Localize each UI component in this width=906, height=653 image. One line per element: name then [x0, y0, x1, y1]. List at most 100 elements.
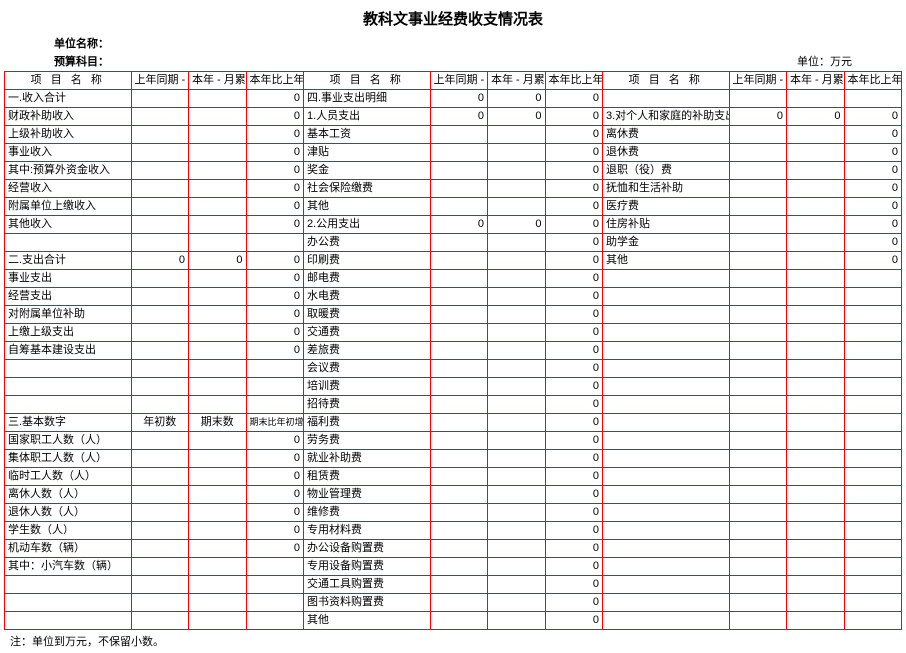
val-curr	[488, 558, 546, 576]
val-curr	[787, 144, 845, 162]
val-curr	[787, 288, 845, 306]
val-prev	[430, 162, 488, 180]
val-diff: 0	[246, 324, 304, 342]
item-name: 财政补助收入	[5, 108, 132, 126]
val-prev	[729, 558, 787, 576]
val-curr	[787, 198, 845, 216]
val-diff: 0	[545, 234, 603, 252]
table-row: 自筹基本建设支出0 差旅费0	[5, 342, 902, 360]
val-prev	[729, 234, 787, 252]
item-name: 社会保险缴费	[304, 180, 431, 198]
val-prev	[131, 504, 189, 522]
item-name: 对附属单位补助	[5, 306, 132, 324]
val-prev	[729, 594, 787, 612]
table-row: 其中：小汽车数（辆） 专用设备购置费0	[5, 558, 902, 576]
unit-name-label: 单位名称：	[54, 35, 109, 51]
val-prev	[131, 180, 189, 198]
val-curr	[787, 432, 845, 450]
val-prev	[729, 540, 787, 558]
val-curr	[787, 180, 845, 198]
val-diff: 期末比年初增减额	[246, 414, 304, 432]
val-prev	[729, 162, 787, 180]
val-curr	[189, 108, 247, 126]
item-name: 学生数（人）	[5, 522, 132, 540]
val-prev	[131, 576, 189, 594]
val-curr	[488, 450, 546, 468]
val-diff	[246, 594, 304, 612]
val-prev	[131, 216, 189, 234]
val-curr	[189, 270, 247, 288]
table-row: 二.支出合计000 印刷费0 其他0	[5, 252, 902, 270]
item-name: 专用设备购置费	[304, 558, 431, 576]
val-prev	[729, 468, 787, 486]
val-diff: 0	[545, 504, 603, 522]
item-name	[603, 270, 730, 288]
val-diff	[246, 558, 304, 576]
item-name: 维修费	[304, 504, 431, 522]
footer-note: 注：单位到万元，不保留小数。	[4, 630, 902, 649]
val-diff: 0	[545, 576, 603, 594]
val-diff: 0	[545, 198, 603, 216]
hdr-c1-1: 上年同期 - 月累计数	[131, 72, 189, 90]
item-name: 抚恤和生活补助	[603, 180, 730, 198]
val-curr	[488, 342, 546, 360]
val-diff: 0	[545, 360, 603, 378]
val-curr	[787, 504, 845, 522]
val-prev	[729, 90, 787, 108]
val-diff: 0	[545, 270, 603, 288]
val-prev	[131, 234, 189, 252]
val-diff: 0	[545, 216, 603, 234]
val-curr	[787, 558, 845, 576]
item-name: 退休人数（人）	[5, 504, 132, 522]
val-curr	[189, 180, 247, 198]
val-prev	[131, 468, 189, 486]
val-prev	[430, 486, 488, 504]
val-curr	[488, 612, 546, 630]
val-diff	[246, 378, 304, 396]
val-prev	[131, 396, 189, 414]
val-diff: 0	[844, 144, 902, 162]
val-curr: 0	[488, 108, 546, 126]
val-prev	[430, 504, 488, 522]
val-prev	[131, 612, 189, 630]
val-diff: 0	[545, 288, 603, 306]
val-prev	[729, 378, 787, 396]
val-diff	[246, 360, 304, 378]
item-name: 附属单位上缴收入	[5, 198, 132, 216]
val-diff: 0	[246, 432, 304, 450]
val-prev	[131, 90, 189, 108]
item-name	[5, 234, 132, 252]
val-curr	[787, 414, 845, 432]
val-diff: 0	[246, 90, 304, 108]
val-curr	[189, 90, 247, 108]
val-prev	[729, 432, 787, 450]
val-curr	[189, 450, 247, 468]
item-name: 办公设备购置费	[304, 540, 431, 558]
val-diff	[844, 378, 902, 396]
val-prev	[729, 306, 787, 324]
val-curr: 0	[189, 252, 247, 270]
val-diff: 0	[545, 522, 603, 540]
item-name: 事业收入	[5, 144, 132, 162]
val-curr	[189, 324, 247, 342]
hdr-name-1: 项 目 名 称	[5, 72, 132, 90]
val-diff: 0	[246, 288, 304, 306]
val-prev	[131, 306, 189, 324]
val-diff	[844, 612, 902, 630]
val-diff	[246, 612, 304, 630]
val-diff: 0	[545, 396, 603, 414]
val-diff: 0	[246, 486, 304, 504]
val-curr	[189, 306, 247, 324]
table-row: 机动车数（辆）0 办公设备购置费0	[5, 540, 902, 558]
item-name	[5, 396, 132, 414]
val-prev	[131, 342, 189, 360]
val-diff	[844, 450, 902, 468]
item-name: 自筹基本建设支出	[5, 342, 132, 360]
val-curr	[488, 468, 546, 486]
item-name: 退休费	[603, 144, 730, 162]
val-diff	[844, 414, 902, 432]
table-row: 其他收入02.公用支出000 住房补贴0	[5, 216, 902, 234]
val-prev	[131, 108, 189, 126]
val-diff: 0	[545, 540, 603, 558]
val-diff: 0	[844, 216, 902, 234]
